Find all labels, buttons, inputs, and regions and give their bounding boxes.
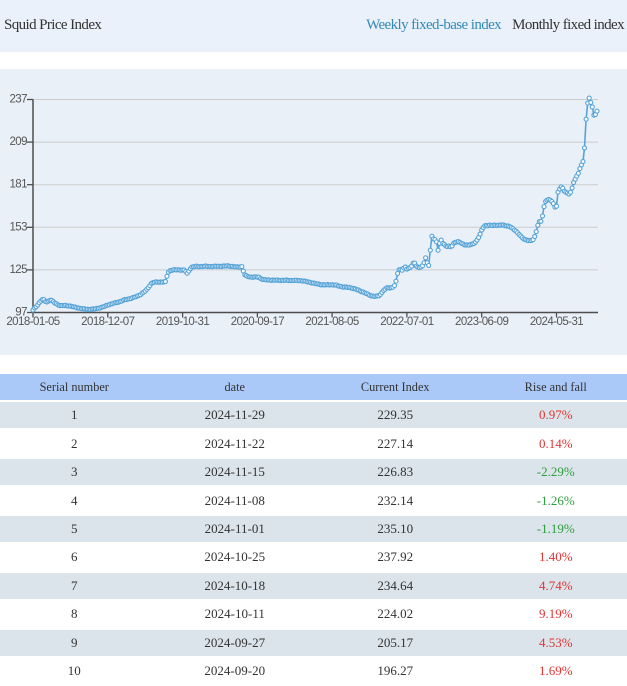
svg-text:2018-01-05: 2018-01-05 bbox=[6, 316, 59, 328]
svg-text:2022-07-01: 2022-07-01 bbox=[380, 316, 433, 328]
svg-text:2020-09-17: 2020-09-17 bbox=[231, 316, 284, 328]
svg-text:2019-10-31: 2019-10-31 bbox=[156, 316, 209, 328]
svg-text:2023-06-09: 2023-06-09 bbox=[455, 316, 508, 328]
svg-text:2024-05-31: 2024-05-31 bbox=[530, 316, 583, 328]
svg-text:209: 209 bbox=[9, 136, 27, 148]
svg-text:125: 125 bbox=[9, 264, 27, 276]
svg-text:2018-12-07: 2018-12-07 bbox=[81, 316, 134, 328]
svg-text:181: 181 bbox=[9, 179, 27, 191]
svg-text:153: 153 bbox=[9, 221, 27, 233]
svg-text:97: 97 bbox=[15, 307, 27, 319]
svg-text:237: 237 bbox=[9, 94, 27, 106]
svg-text:2021-08-05: 2021-08-05 bbox=[305, 316, 358, 328]
